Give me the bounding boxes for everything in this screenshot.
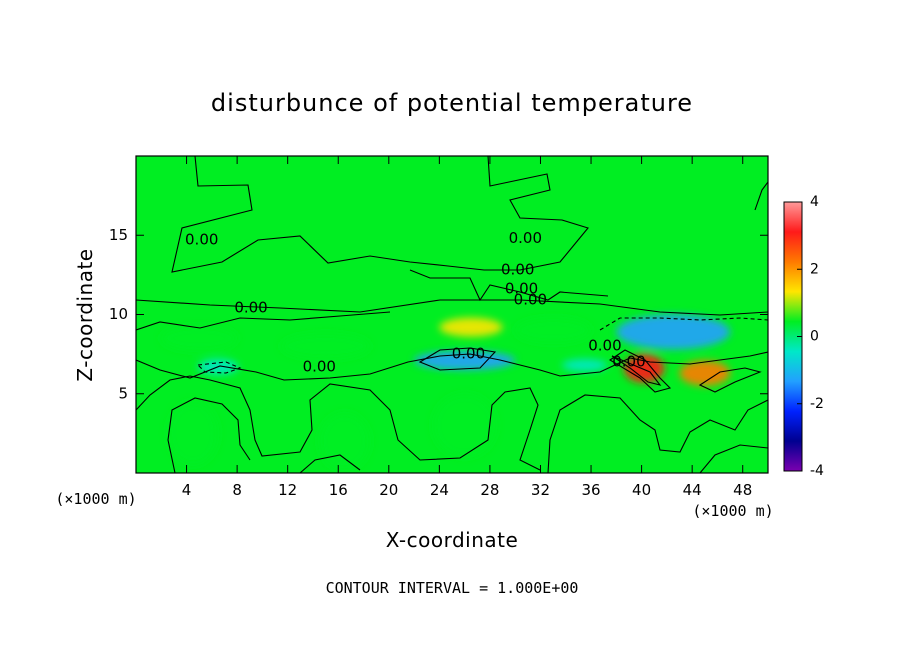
x-tick-label: 40 <box>632 481 651 499</box>
colorbar-tick-label: -2 <box>810 396 824 412</box>
contour-label: 0.00 <box>501 261 534 279</box>
contour-line <box>136 351 768 381</box>
contour-label: 0.00 <box>303 357 336 375</box>
x-tick-label: 12 <box>278 481 297 499</box>
x-tick-label: 28 <box>480 481 499 499</box>
colorbar-tick-label: 2 <box>810 261 819 277</box>
x-tick-label: 44 <box>683 481 702 499</box>
y-tick-label: 5 <box>118 384 128 402</box>
contour-label: 0.00 <box>588 337 621 355</box>
colorbar-tick-label: -4 <box>810 463 824 479</box>
anomaly-patch <box>515 317 592 344</box>
contour-label: 0.00 <box>505 280 538 298</box>
contour-line <box>599 317 768 331</box>
contour-label: 0.00 <box>452 345 485 363</box>
contour-line <box>698 367 762 393</box>
contour-label: 0.00 <box>509 229 542 247</box>
contour-line <box>754 181 768 211</box>
contour-labels: 0.000.000.000.000.000.000.000.00 0.000.00 <box>185 229 646 375</box>
contour-label: 0.00 <box>612 353 645 371</box>
x-axis-unit-right: (×1000 m) <box>692 502 773 520</box>
anomaly-patch <box>433 393 497 458</box>
anomaly-patch <box>623 354 665 383</box>
colorbar-tick-label: 0 <box>810 329 819 345</box>
anomaly-patch <box>319 412 370 470</box>
x-axis: 4 8 12 16 20 24 28 32 36 40 44 48 <box>182 156 752 499</box>
colorbar-tick-label: 4 <box>810 194 819 210</box>
x-tick-label: 24 <box>430 481 449 499</box>
contour-line <box>136 311 391 331</box>
x-tick-label: 16 <box>329 481 348 499</box>
contour-line <box>699 444 768 473</box>
colorbar-ticks: 4 2 0 -2 -4 <box>797 194 824 479</box>
anomaly-patch <box>561 358 608 372</box>
anomaly-patch <box>679 360 731 386</box>
anomaly-patch <box>281 333 370 359</box>
anomaly-patch <box>439 317 503 337</box>
contour-line <box>418 347 497 371</box>
contour-line <box>136 375 541 471</box>
contour-line <box>299 454 361 473</box>
y-axis-label: Z-coordinate <box>73 248 97 381</box>
x-tick-label: 48 <box>733 481 752 499</box>
contour-label: 0.00 <box>185 231 218 249</box>
y-axis: 5 10 15 <box>109 226 768 402</box>
contour-line <box>608 349 672 393</box>
contour-label: 0.00 <box>514 291 547 309</box>
contour-line <box>409 269 609 302</box>
contour-label: 0.00 <box>234 299 267 317</box>
x-tick-label: 4 <box>182 481 192 499</box>
x-axis-label: X-coordinate <box>386 528 519 552</box>
contour-line <box>171 156 589 273</box>
anomaly-layer <box>161 314 731 470</box>
chart-title: disturbunce of potential temperature <box>211 89 693 117</box>
contour-line <box>196 361 242 374</box>
contour-line <box>167 397 251 473</box>
x-axis-unit-left: (×1000 m) <box>55 490 136 508</box>
contour-line <box>611 355 662 386</box>
anomaly-patch <box>616 314 731 350</box>
anomaly-patch <box>167 401 219 466</box>
plot-area: 0.000.000.000.000.000.000.000.00 0.000.00 <box>136 156 768 473</box>
y-tick-label: 15 <box>109 226 128 244</box>
colorbar: 4 2 0 -2 -4 <box>783 194 824 479</box>
x-tick-label: 8 <box>232 481 242 499</box>
contour-line <box>547 394 768 473</box>
anomaly-patch <box>161 325 238 351</box>
x-tick-label: 36 <box>581 481 600 499</box>
contour-interval-note: CONTOUR INTERVAL = 1.000E+00 <box>326 579 579 597</box>
contour-lines <box>136 156 768 473</box>
x-tick-label: 20 <box>379 481 398 499</box>
x-tick-label: 32 <box>531 481 550 499</box>
y-tick-label: 10 <box>109 305 128 323</box>
